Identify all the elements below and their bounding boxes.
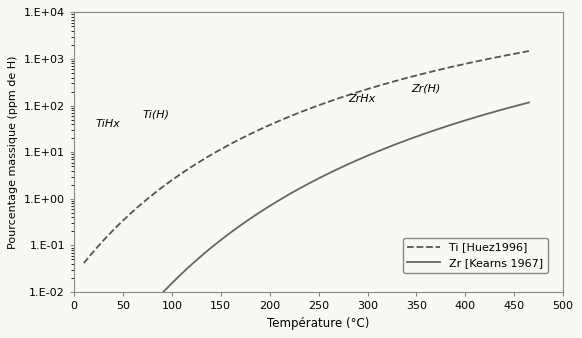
Ti [Huez1996] [159,185,166,189]
Line: Ti [Huez1996]: Ti [Huez1996] [84,51,529,263]
Text: ZrHx: ZrHx [348,94,375,104]
Line: Zr [Kearns 1967]: Zr [Kearns 1967] [84,102,529,338]
Ti [Huez1996] [343,94,350,98]
Zr [Kearns 1967] [416,134,423,138]
Legend: Ti [Huez1996], Zr [Kearns 1967]: Ti [Huez1996], Zr [Kearns 1967] [403,238,548,272]
Ti [Huez1996] [416,73,423,77]
Ti [Huez1996] [526,49,533,53]
Zr [Kearns 1967] [343,163,350,167]
Zr [Kearns 1967] [526,100,533,104]
X-axis label: Température (°C): Température (°C) [267,317,370,330]
Y-axis label: Pourcentage massique (ppm de H): Pourcentage massique (ppm de H) [8,55,19,249]
Text: Zr(H): Zr(H) [411,83,441,94]
Ti [Huez1996] [195,161,202,165]
Ti [Huez1996] [80,261,87,265]
Zr [Kearns 1967] [195,257,202,261]
Text: Ti(H): Ti(H) [143,110,169,120]
Ti [Huez1996] [378,83,385,87]
Zr [Kearns 1967] [159,291,166,295]
Text: TiHx: TiHx [95,119,120,129]
Zr [Kearns 1967] [282,195,289,199]
Ti [Huez1996] [282,116,289,120]
Zr [Kearns 1967] [378,148,385,152]
